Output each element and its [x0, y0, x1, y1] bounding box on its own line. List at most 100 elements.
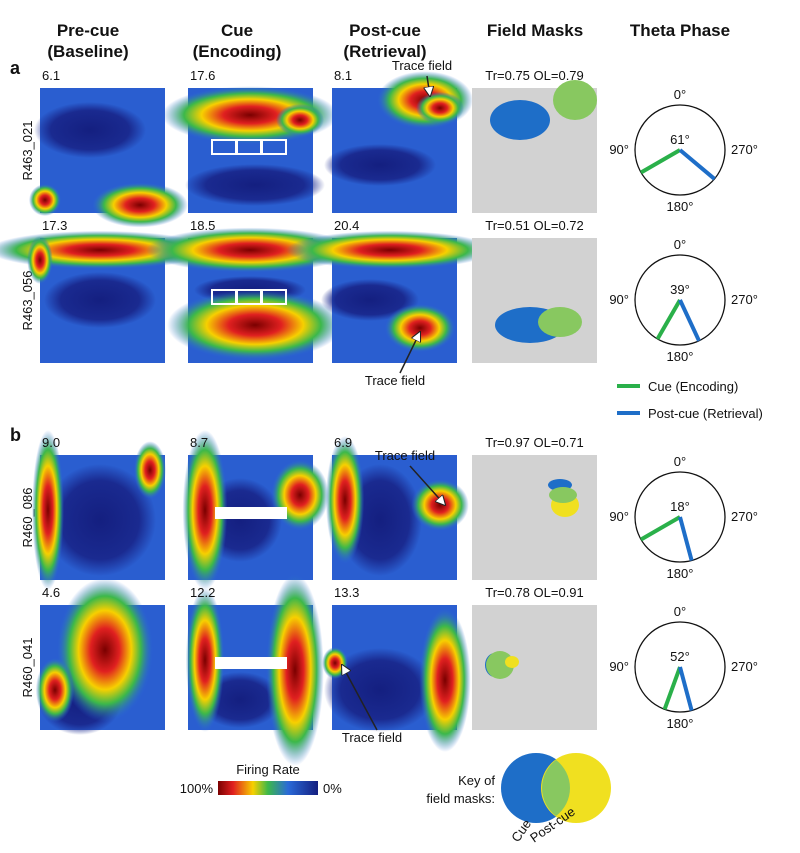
cue-box [261, 289, 287, 305]
trace-arrow [409, 465, 445, 505]
column-header: Theta Phase [630, 21, 730, 40]
cell-id: R463_021 [20, 121, 35, 181]
polar-tick: 180° [667, 349, 694, 364]
map-low [321, 279, 419, 321]
polar-tick: 180° [667, 716, 694, 731]
phase-angle: 18° [670, 499, 690, 514]
phase-cue [640, 515, 682, 542]
peak-rate: 9.0 [42, 435, 60, 450]
panel-label: b [10, 425, 21, 445]
peak-rate: 18.5 [190, 218, 215, 233]
trace-arrow [427, 75, 430, 96]
map-low [34, 102, 146, 158]
cell-id: R460_086 [20, 488, 35, 548]
mask-stats: Tr=0.51 OL=0.72 [485, 218, 584, 233]
rate-map [325, 436, 469, 580]
trace-label: Trace field [375, 448, 435, 463]
trace-label: Trace field [392, 58, 452, 73]
peak-rate: 8.7 [190, 435, 208, 450]
phase-post [678, 516, 694, 561]
map-hot [322, 647, 348, 679]
map-hot [276, 104, 324, 136]
colorbar-min: 0% [323, 781, 342, 796]
polar-tick: 270° [731, 292, 758, 307]
cue-box [261, 139, 287, 155]
map-hot [271, 459, 329, 531]
panel-label: a [10, 58, 21, 78]
rate-map [322, 605, 471, 752]
polar-tick: 270° [731, 509, 758, 524]
trace-label: Trace field [342, 730, 402, 745]
colorbar-title: Firing Rate [236, 762, 300, 777]
rate-map [185, 574, 324, 766]
phase-angle: 52° [670, 649, 690, 664]
map-hot [182, 430, 228, 590]
mask-stats: Tr=0.97 OL=0.71 [485, 435, 584, 450]
map-hot [32, 430, 64, 590]
phase-post [678, 666, 694, 711]
phase-cue [655, 298, 682, 340]
map-low [44, 464, 156, 576]
colorbar [218, 781, 318, 795]
legend-label: Post-cue (Retrieval) [648, 406, 763, 421]
mask-bg [472, 238, 597, 363]
rate-map [35, 578, 165, 735]
rate-map [32, 430, 166, 590]
map-hot [411, 479, 469, 531]
phase-post [678, 299, 701, 342]
polar-tick: 180° [667, 199, 694, 214]
peak-rate: 6.9 [334, 435, 352, 450]
cue-bar [215, 657, 287, 669]
map-low [44, 272, 156, 328]
column-header: (Retrieval) [343, 42, 426, 61]
map-hot [35, 658, 75, 722]
column-header: (Encoding) [193, 42, 282, 61]
rate-map [286, 230, 494, 363]
phase-cue [640, 148, 682, 175]
trace-arrow [342, 665, 378, 731]
legend-label: Cue (Encoding) [648, 379, 738, 394]
rate-map [162, 86, 338, 213]
map-low [324, 648, 436, 732]
map-hot [384, 304, 456, 352]
map-hot [286, 230, 494, 270]
peak-rate: 17.6 [190, 68, 215, 83]
polar-tick: 270° [731, 659, 758, 674]
phase-post [678, 148, 716, 181]
map-hot [167, 289, 343, 361]
phase-cue [662, 666, 682, 710]
mask-stats: Tr=0.78 OL=0.91 [485, 585, 584, 600]
peak-rate: 12.2 [190, 585, 215, 600]
cell-id: R463_056 [20, 271, 35, 331]
column-header: Post-cue [349, 21, 421, 40]
map-hot [325, 436, 365, 564]
mask-field [490, 100, 550, 140]
map-low [185, 164, 325, 206]
column-header: Pre-cue [57, 21, 119, 40]
map-hot [134, 441, 166, 499]
map-hot [27, 236, 53, 284]
map-hot [419, 608, 471, 752]
polar-tick: 0° [674, 604, 686, 619]
map-low [324, 144, 436, 186]
polar-tick: 180° [667, 566, 694, 581]
column-header: Field Masks [487, 21, 583, 40]
rate-map [324, 71, 473, 213]
column-header: Cue [221, 21, 253, 40]
phase-angle: 39° [670, 282, 690, 297]
trace-arrow [399, 332, 420, 374]
rate-map [29, 88, 188, 228]
map-hot [57, 578, 153, 722]
mask-bg [472, 455, 597, 580]
peak-rate: 4.6 [42, 585, 60, 600]
map-hot [266, 574, 324, 766]
polar-tick: 0° [674, 237, 686, 252]
column-header: (Baseline) [47, 42, 128, 61]
map-hot [146, 227, 354, 273]
cue-bar [215, 507, 287, 519]
peak-rate: 17.3 [42, 218, 67, 233]
key-overlap [542, 760, 571, 816]
colorbar-max: 100% [180, 781, 214, 796]
polar-tick: 90° [609, 509, 629, 524]
